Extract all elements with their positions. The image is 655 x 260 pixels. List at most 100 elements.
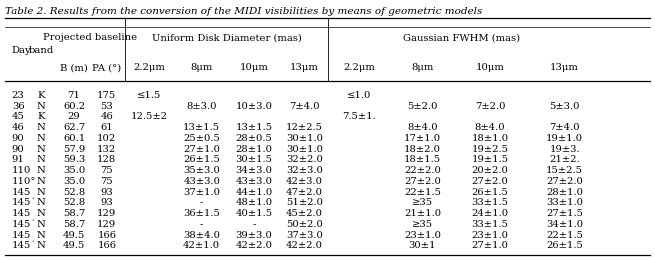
Text: N: N	[37, 198, 46, 207]
Text: N: N	[37, 145, 46, 154]
Text: 28±0.5: 28±0.5	[236, 134, 272, 143]
Text: 93: 93	[100, 187, 113, 197]
Text: -: -	[200, 198, 204, 207]
Text: 7±4.0: 7±4.0	[290, 102, 320, 111]
Text: 12±2.5: 12±2.5	[286, 123, 323, 132]
Text: 37±3.0: 37±3.0	[286, 231, 323, 239]
Text: 34±3.0: 34±3.0	[236, 166, 272, 175]
Text: 129: 129	[97, 220, 117, 229]
Text: 42±1.0: 42±1.0	[183, 241, 220, 250]
Text: 35.0: 35.0	[63, 177, 85, 186]
Text: 13±1.5: 13±1.5	[183, 123, 220, 132]
Text: 75: 75	[100, 177, 113, 186]
Text: ≤1.0: ≤1.0	[346, 91, 371, 100]
Text: 43±3.0: 43±3.0	[236, 177, 272, 186]
Text: K: K	[37, 112, 45, 121]
Text: 53: 53	[100, 102, 113, 111]
Text: 19±3.: 19±3.	[550, 145, 580, 154]
Text: 110°: 110°	[12, 177, 36, 186]
Text: 8μm: 8μm	[411, 63, 434, 72]
Text: N: N	[37, 209, 46, 218]
Text: 33±1.0: 33±1.0	[546, 198, 583, 207]
Text: 18±1.0: 18±1.0	[472, 134, 508, 143]
Text: -: -	[200, 220, 204, 229]
Text: K: K	[37, 91, 45, 100]
Text: 26±1.5: 26±1.5	[472, 187, 508, 197]
Text: 49.5: 49.5	[63, 241, 85, 250]
Text: 40±1.5: 40±1.5	[236, 209, 272, 218]
Text: 23±1.0: 23±1.0	[404, 231, 441, 239]
Text: 13±1.5: 13±1.5	[236, 123, 272, 132]
Text: B (m): B (m)	[60, 63, 88, 72]
Text: Table 2. Results from the conversion of the MIDI visibilities by means of geomet: Table 2. Results from the conversion of …	[5, 6, 483, 16]
Text: 58.7: 58.7	[63, 220, 85, 229]
Text: 58.7: 58.7	[63, 209, 85, 218]
Text: 10μm: 10μm	[240, 63, 269, 72]
Text: N: N	[37, 220, 46, 229]
Text: N: N	[37, 187, 46, 197]
Text: 22±1.5: 22±1.5	[546, 231, 583, 239]
Text: 28±1.0: 28±1.0	[236, 145, 272, 154]
Text: 52.8: 52.8	[63, 187, 85, 197]
Text: 39±3.0: 39±3.0	[236, 231, 272, 239]
Text: 36: 36	[12, 102, 24, 111]
Text: N: N	[37, 102, 46, 111]
Text: 8μm: 8μm	[191, 63, 213, 72]
Text: 13μm: 13μm	[550, 63, 579, 72]
Text: 90: 90	[12, 134, 24, 143]
Text: Day: Day	[12, 46, 31, 55]
Text: 50±2.0: 50±2.0	[286, 220, 323, 229]
Text: 51±2.0: 51±2.0	[286, 198, 323, 207]
Text: 27±1.5: 27±1.5	[546, 209, 583, 218]
Text: 166: 166	[97, 231, 117, 239]
Text: 37±1.0: 37±1.0	[183, 187, 220, 197]
Text: 27±2.0: 27±2.0	[404, 177, 441, 186]
Text: 26±1.5: 26±1.5	[183, 155, 220, 164]
Text: 166: 166	[97, 241, 117, 250]
Text: 23±1.0: 23±1.0	[472, 231, 508, 239]
Text: 145´: 145´	[12, 241, 36, 250]
Text: 42±3.0: 42±3.0	[286, 177, 323, 186]
Text: 57.9: 57.9	[63, 145, 85, 154]
Text: 129: 129	[97, 209, 117, 218]
Text: N: N	[37, 177, 46, 186]
Text: 8±4.0: 8±4.0	[475, 123, 505, 132]
Text: 8±3.0: 8±3.0	[187, 102, 217, 111]
Text: 21±2.: 21±2.	[550, 155, 580, 164]
Text: 12.5±2: 12.5±2	[131, 112, 168, 121]
Text: 22±1.5: 22±1.5	[404, 187, 441, 197]
Text: Gaussian FWHM (mas): Gaussian FWHM (mas)	[403, 33, 520, 42]
Text: 145: 145	[12, 231, 31, 239]
Text: 25±0.5: 25±0.5	[183, 134, 220, 143]
Text: 18±1.5: 18±1.5	[404, 155, 441, 164]
Text: 145´: 145´	[12, 198, 36, 207]
Text: 38±4.0: 38±4.0	[183, 231, 220, 239]
Text: 24±1.0: 24±1.0	[472, 209, 508, 218]
Text: 62.7: 62.7	[63, 123, 85, 132]
Text: 42±2.0: 42±2.0	[236, 241, 272, 250]
Text: 22±2.0: 22±2.0	[404, 166, 441, 175]
Text: 75: 75	[100, 166, 113, 175]
Text: 13μm: 13μm	[290, 63, 319, 72]
Text: 19±2.5: 19±2.5	[472, 145, 508, 154]
Text: 61: 61	[100, 123, 113, 132]
Text: 93: 93	[100, 198, 113, 207]
Text: 18±2.0: 18±2.0	[404, 145, 441, 154]
Text: band: band	[29, 46, 54, 55]
Text: 59.3: 59.3	[63, 155, 85, 164]
Text: 46: 46	[100, 112, 113, 121]
Text: -: -	[252, 220, 256, 229]
Text: 45±2.0: 45±2.0	[286, 209, 323, 218]
Text: 52.8: 52.8	[63, 198, 85, 207]
Text: 2.2μm: 2.2μm	[343, 63, 375, 72]
Text: N: N	[37, 123, 46, 132]
Text: ≥35: ≥35	[412, 220, 433, 229]
Text: 5±3.0: 5±3.0	[550, 102, 580, 111]
Text: 19±1.0: 19±1.0	[546, 134, 583, 143]
Text: 30±1.0: 30±1.0	[286, 145, 323, 154]
Text: 145´: 145´	[12, 220, 36, 229]
Text: 46: 46	[12, 123, 24, 132]
Text: 19±1.5: 19±1.5	[472, 155, 508, 164]
Text: 30±1.0: 30±1.0	[286, 134, 323, 143]
Text: ≤1.5: ≤1.5	[137, 91, 162, 100]
